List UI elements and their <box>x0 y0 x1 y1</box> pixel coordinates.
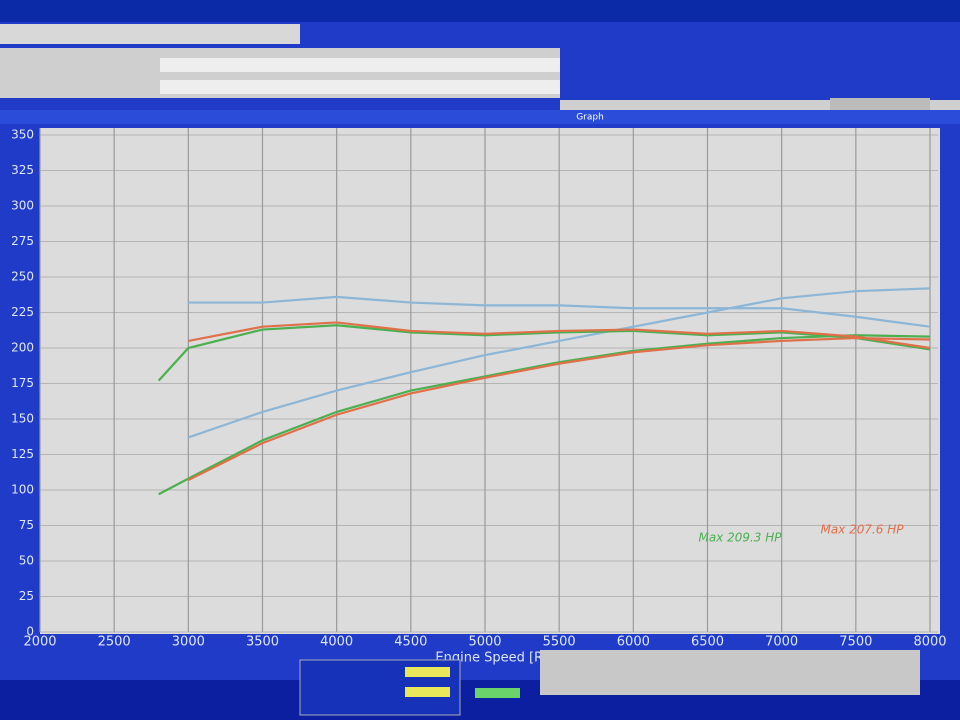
y-tick-label: 350 <box>11 128 34 142</box>
data-line <box>187 336 931 482</box>
data-line <box>187 287 931 439</box>
x-tick-label: 4500 <box>394 635 427 650</box>
x-tick-label: 4000 <box>320 635 353 650</box>
annotation: Max 207.6 HP <box>820 523 904 537</box>
x-tick-label: 5500 <box>543 635 576 650</box>
annotation: Max 209.3 HP <box>698 531 782 545</box>
x-tick-label: 6500 <box>691 635 724 650</box>
x-tick-label: 3500 <box>246 635 279 650</box>
field <box>160 58 560 72</box>
y-tick-label: 225 <box>11 305 34 319</box>
y-tick-label: 275 <box>11 234 34 248</box>
y-tick-label: 250 <box>11 270 34 284</box>
data-line <box>158 334 931 496</box>
y-tick-label: 125 <box>11 447 34 461</box>
menu-bar <box>0 24 300 44</box>
y-tick-label: 200 <box>11 341 34 355</box>
data-line <box>188 321 931 350</box>
indicator <box>475 688 520 698</box>
indicator <box>405 687 450 697</box>
y-tick-label: 100 <box>11 483 34 497</box>
panel-box <box>540 650 920 695</box>
y-tick-label: 300 <box>11 199 34 213</box>
x-tick-label: 2500 <box>98 635 131 650</box>
y-tick-label: 25 <box>19 589 34 603</box>
graph-title: Graph <box>576 113 604 123</box>
x-tick-label: 6000 <box>617 635 650 650</box>
x-tick-label: 7000 <box>765 635 798 650</box>
indicator <box>405 667 450 677</box>
x-tick-label: 8000 <box>913 635 946 650</box>
y-tick-label: 175 <box>11 376 34 390</box>
x-tick-label: 5000 <box>468 635 501 650</box>
plot-area <box>40 128 940 634</box>
data-line <box>188 295 931 328</box>
title-bar <box>0 0 960 22</box>
x-tick-label: 7500 <box>839 635 872 650</box>
x-tick-label: 3000 <box>172 635 205 650</box>
x-tick-label: 2000 <box>23 635 56 650</box>
y-tick-label: 0 <box>26 625 34 639</box>
graph-header <box>0 110 960 124</box>
y-tick-label: 325 <box>11 163 34 177</box>
y-tick-label: 75 <box>19 518 34 532</box>
data-line <box>157 324 931 382</box>
y-tick-label: 150 <box>11 412 34 426</box>
y-tick-label: 50 <box>19 554 34 568</box>
field <box>160 80 560 94</box>
